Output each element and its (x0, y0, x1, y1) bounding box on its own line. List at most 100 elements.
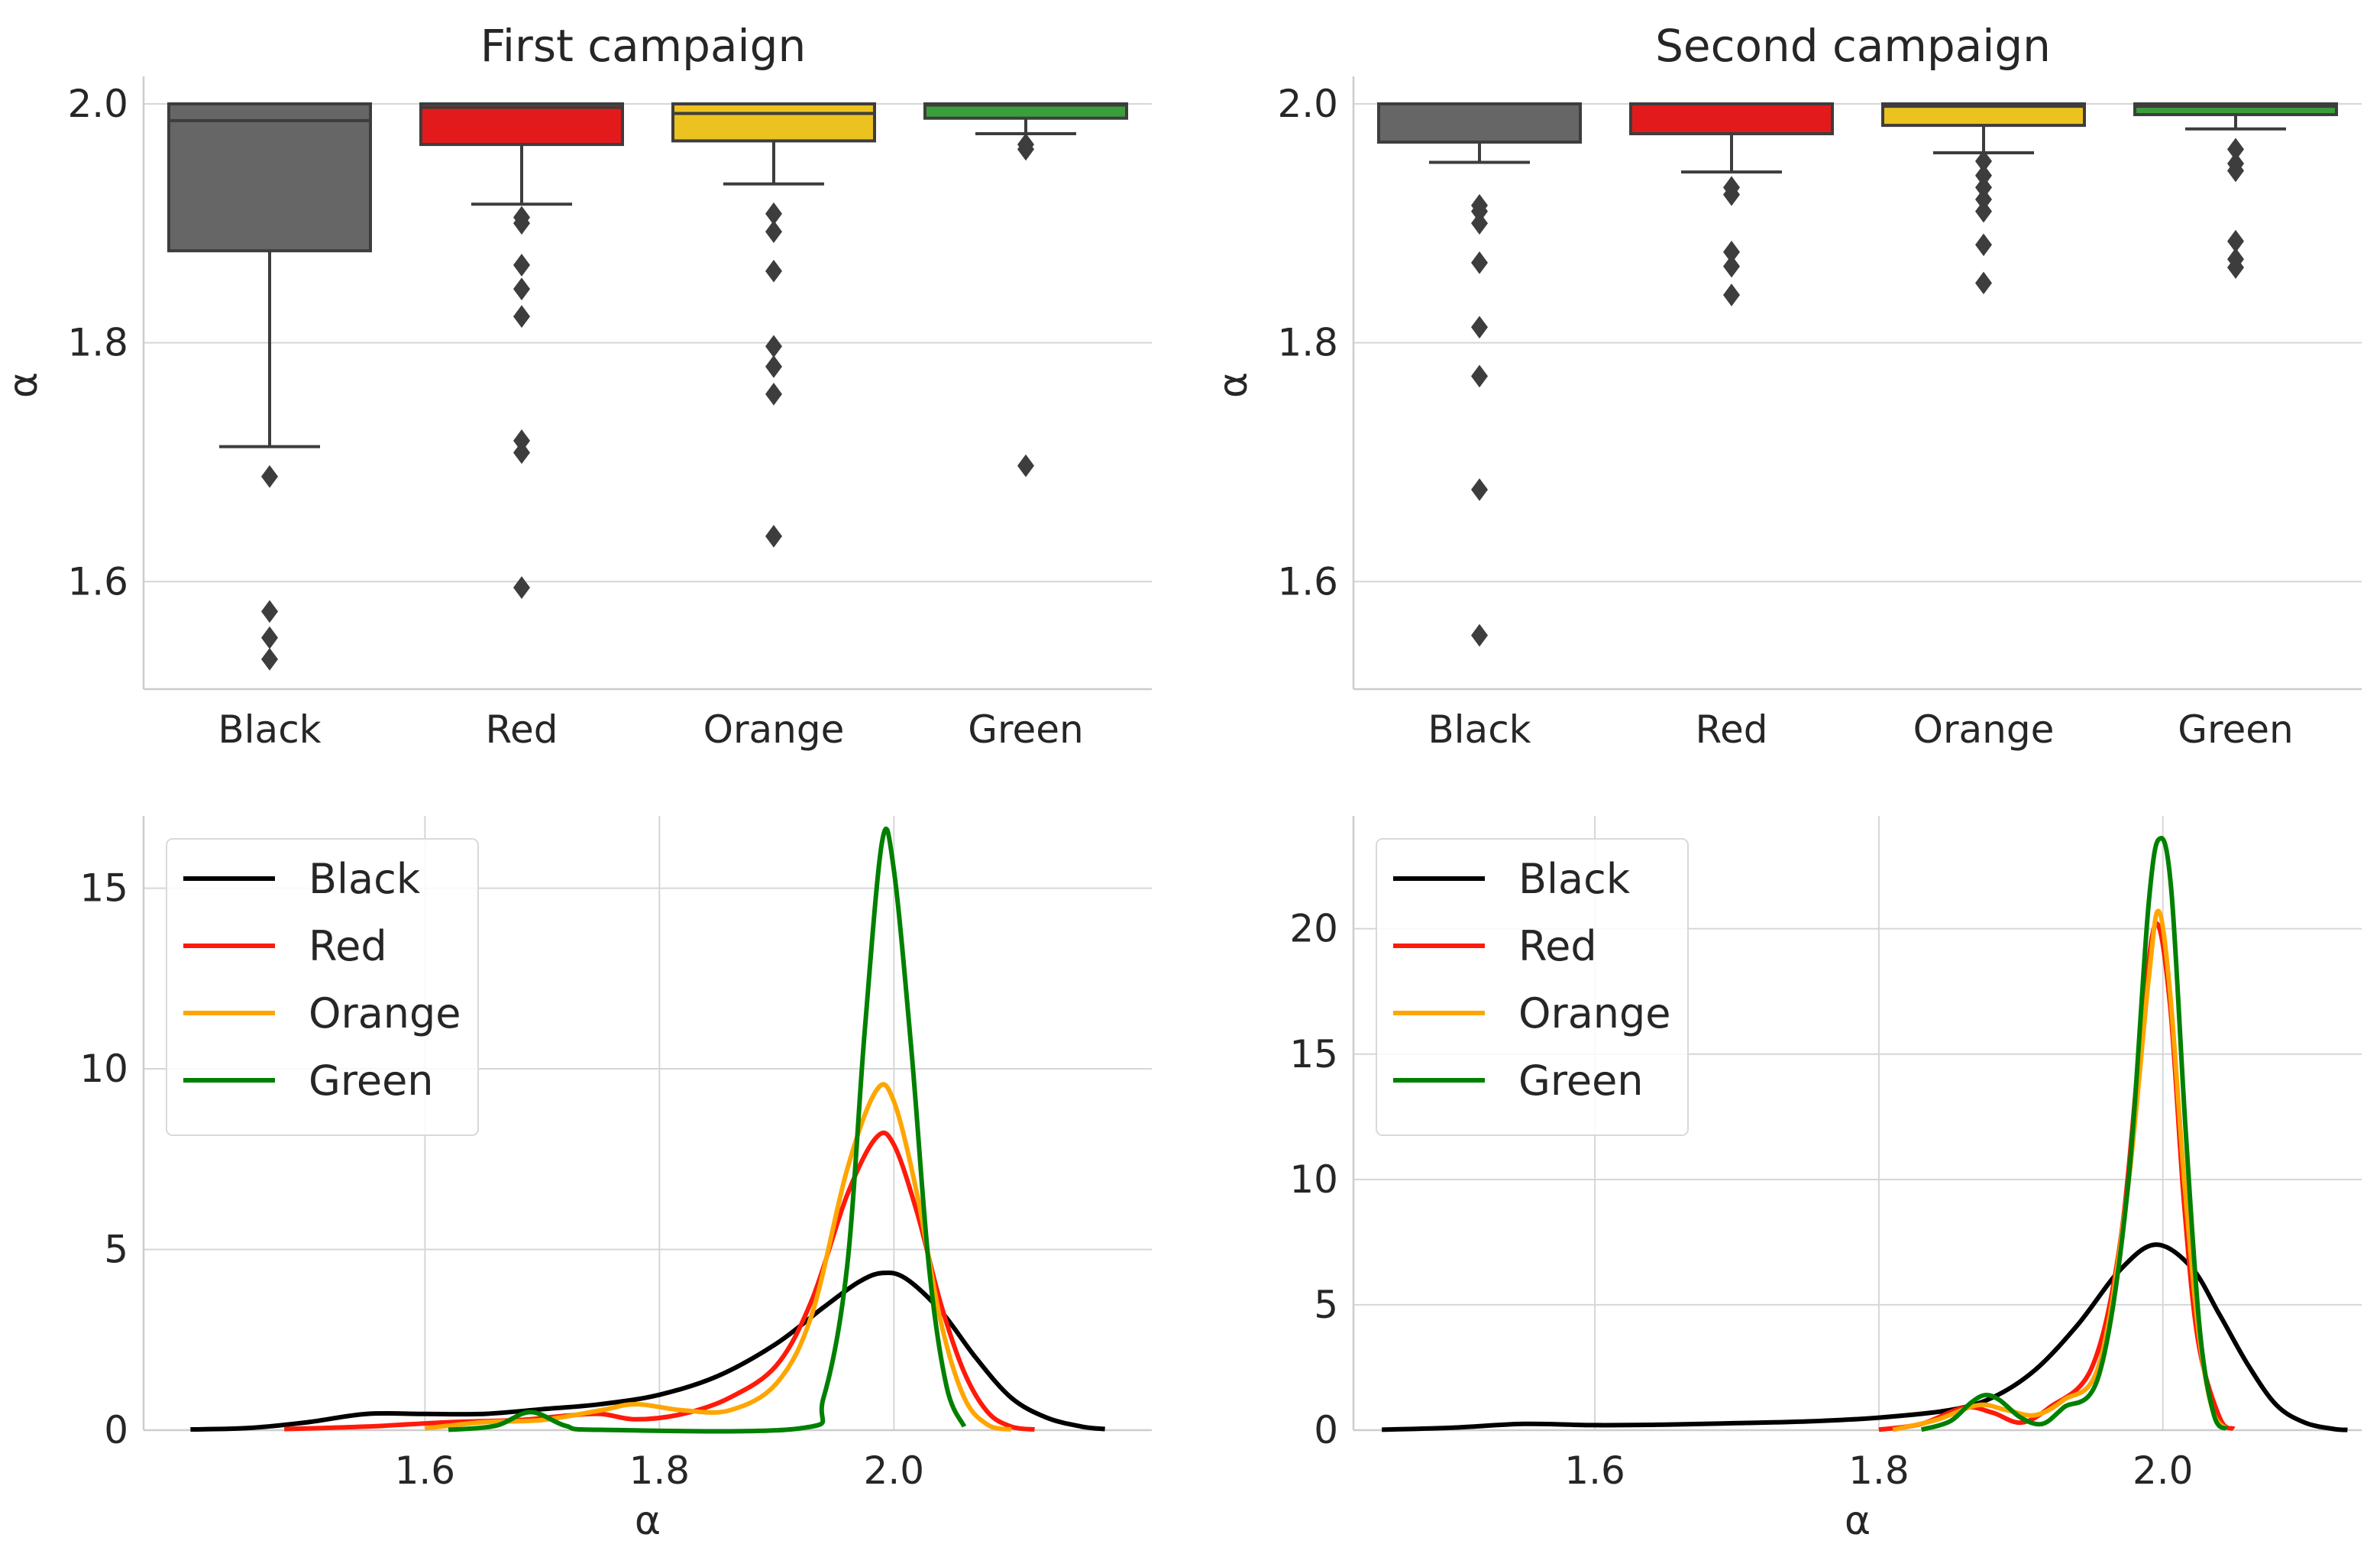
outlier-point (1723, 283, 1740, 306)
box-orange (671, 102, 876, 548)
legend-label-black: Black (1518, 855, 1631, 903)
y-tick-label: 10 (1289, 1157, 1338, 1202)
outlier-point (513, 305, 530, 329)
x-tick-label: 1.8 (1848, 1449, 1909, 1493)
outlier-point (1723, 240, 1740, 264)
density-second-campaign: α 0 5 10 15 20 1.6 1.8 2.0 Black Red Orange Green (1289, 816, 2362, 1544)
x-tick-label: 1.6 (395, 1449, 456, 1493)
outlier-point (765, 220, 782, 244)
outlier-point (261, 464, 278, 488)
y-axis-label: α (1, 372, 47, 398)
y-tick-label: 1.8 (1277, 321, 1338, 365)
x-tick-label: Black (1428, 707, 1531, 752)
outlier-point (261, 626, 278, 649)
box-red (1629, 102, 1834, 306)
legend-label-orange: Orange (1518, 989, 1671, 1037)
outlier-point (2227, 138, 2244, 161)
outlier-point (1471, 364, 1488, 388)
y-tick-label: 0 (1314, 1408, 1338, 1452)
box-orange (1881, 102, 2086, 295)
outlier-point (513, 277, 530, 301)
box-green (2133, 102, 2338, 279)
y-tick-label: 15 (79, 866, 128, 911)
y-tick-label: 20 (1289, 907, 1338, 951)
outlier-point (1471, 212, 1488, 235)
outlier-point (1471, 623, 1488, 647)
chart-title: Second campaign (1655, 20, 2051, 72)
x-tick-label: 2.0 (2133, 1449, 2194, 1493)
outlier-point (1975, 199, 1992, 223)
outlier-point (1975, 188, 1992, 211)
legend: Black Red Orange Green (166, 838, 479, 1136)
y-tick-label: 15 (1289, 1032, 1338, 1076)
legend-box (1376, 838, 1689, 1136)
x-axis-label: α (1845, 1498, 1871, 1544)
x-tick-label: Orange (703, 707, 845, 752)
legend-label-black: Black (309, 855, 421, 903)
y-tick-label: 10 (79, 1047, 128, 1091)
box-green (923, 102, 1128, 477)
box-body (671, 102, 876, 143)
y-tick-label: 1.6 (1277, 559, 1338, 604)
outlier-point (765, 335, 782, 358)
series-line-black (1382, 1242, 2348, 1432)
x-tick-label: 1.8 (629, 1449, 690, 1493)
outlier-point (765, 259, 782, 283)
outlier-point (765, 383, 782, 406)
legend-label-red: Red (1518, 922, 1597, 970)
outlier-point (261, 600, 278, 623)
outlier-point (1723, 183, 1740, 206)
series-line-red (1878, 921, 2236, 1432)
density-first-campaign: α 0 5 10 15 1.6 1.8 2.0 Black Red Orange Green (79, 816, 1152, 1544)
y-tick-label: 5 (104, 1228, 128, 1272)
outlier-point (765, 202, 782, 225)
outlier-point (513, 441, 530, 464)
x-tick-label: Red (486, 707, 558, 752)
x-axis-label: α (635, 1498, 661, 1544)
outlier-point (765, 525, 782, 548)
outlier-point (1975, 271, 1992, 295)
legend-label-red: Red (309, 922, 387, 970)
x-tick-label: Orange (1913, 707, 2055, 752)
x-tick-label: Green (968, 707, 1083, 752)
outlier-point (513, 576, 530, 599)
y-axis-label: α (1211, 372, 1256, 398)
outlier-point (513, 429, 530, 452)
series-line-orange (425, 1082, 1012, 1432)
boxplot-first-campaign: First campaign α 1.6 1.8 2.0 Black Red Orange… (1, 20, 1152, 752)
box-body (1377, 102, 1582, 144)
box-body (419, 102, 624, 147)
box-body (1629, 102, 1834, 136)
legend-label-orange: Orange (309, 989, 461, 1037)
series-line-green (448, 827, 967, 1434)
outlier-point (1975, 233, 1992, 257)
outlier-point (2227, 159, 2244, 183)
y-tick-label: 0 (104, 1408, 128, 1452)
x-tick-label: Green (2178, 707, 2293, 752)
x-tick-label: Black (218, 707, 321, 752)
y-tick-label: 1.6 (67, 559, 128, 604)
series-line-black (190, 1270, 1105, 1432)
outlier-point (261, 648, 278, 671)
x-tick-label: 2.0 (864, 1449, 925, 1493)
outlier-point (513, 254, 530, 277)
box-black (167, 102, 372, 671)
series-line-orange (1892, 908, 2229, 1432)
y-tick-label: 2.0 (67, 82, 128, 126)
x-tick-label: Red (1696, 707, 1768, 752)
legend-label-green: Green (309, 1057, 434, 1105)
outlier-point (1471, 199, 1488, 223)
y-tick-label: 2.0 (1277, 82, 1338, 126)
outlier-point (1975, 150, 1992, 173)
y-tick-label: 5 (1314, 1283, 1338, 1327)
legend-label-green: Green (1518, 1057, 1644, 1105)
outlier-point (1471, 316, 1488, 339)
outlier-point (513, 212, 530, 235)
outlier-point (1471, 478, 1488, 501)
outlier-point (1017, 454, 1034, 477)
outlier-point (2227, 256, 2244, 279)
boxplot-second-campaign: Second campaign α 1.6 1.8 2.0 Black Red Orang… (1211, 20, 2362, 752)
box-red (419, 102, 624, 599)
outlier-point (2227, 229, 2244, 253)
